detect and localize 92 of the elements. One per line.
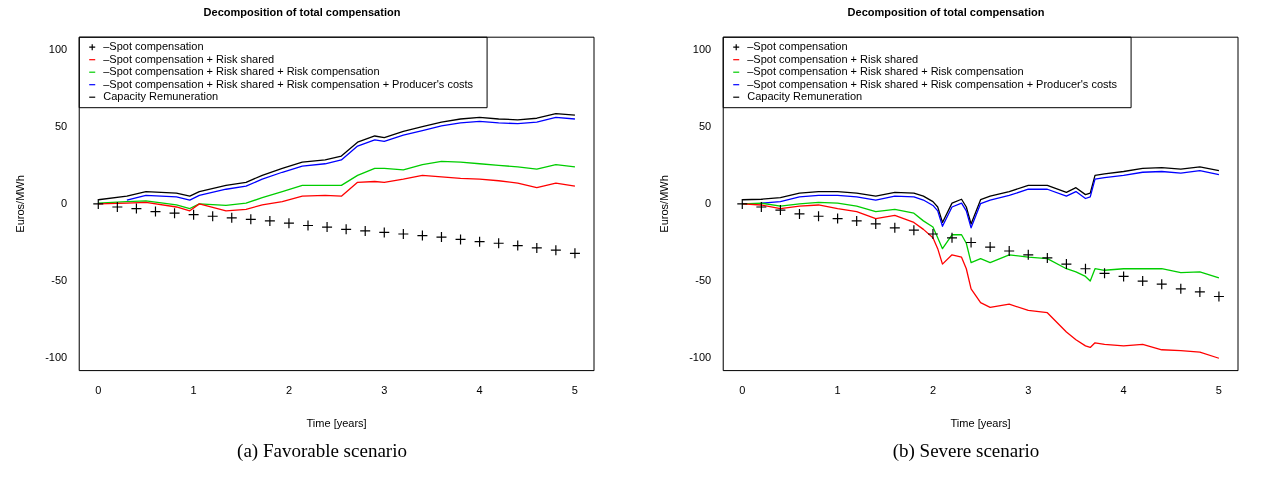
point — [454, 233, 467, 245]
chart-title: Decomposition of total compensation — [847, 5, 1045, 18]
point — [226, 212, 238, 224]
point — [736, 198, 748, 210]
y-axis-title: Euros/MWh — [13, 175, 26, 233]
point — [984, 241, 996, 253]
point — [1194, 286, 1206, 298]
point — [1118, 270, 1130, 283]
point — [1003, 245, 1015, 257]
point — [1137, 275, 1149, 287]
x-tick-label: 1 — [834, 384, 841, 397]
point — [851, 215, 863, 227]
point — [1079, 263, 1092, 275]
legend-label: Capacity Remuneration — [103, 90, 219, 103]
point — [92, 198, 104, 210]
point — [397, 228, 409, 240]
x-tick-label: 0 — [95, 384, 102, 397]
point — [1060, 258, 1073, 270]
point — [531, 242, 543, 254]
y-tick-label: 50 — [698, 119, 712, 132]
x-tick-label: 3 — [1025, 384, 1032, 397]
point — [474, 236, 486, 248]
point — [1022, 249, 1034, 261]
point — [774, 204, 787, 216]
point — [1098, 267, 1111, 279]
x-tick-label: 3 — [381, 384, 388, 397]
y-tick-label: -100 — [689, 351, 712, 364]
point — [550, 244, 562, 256]
point — [416, 229, 429, 242]
x-tick-label: 4 — [476, 384, 483, 397]
point — [302, 219, 314, 232]
x-tick-label: 1 — [190, 384, 197, 397]
point — [908, 224, 920, 236]
point — [793, 208, 806, 220]
point — [1213, 290, 1225, 303]
point — [832, 212, 844, 225]
text: (a) Favorable scenario — [236, 440, 408, 462]
point — [812, 210, 825, 222]
point — [870, 218, 882, 230]
point — [207, 210, 219, 222]
x-tick-label: 2 — [285, 384, 293, 397]
point — [188, 209, 200, 221]
y-tick-label: -50 — [695, 274, 712, 287]
legend-label: –Spot compensation + Risk shared + Risk compensation — [747, 65, 1024, 78]
point — [359, 225, 371, 237]
y-axis-title: Euros/MWh — [657, 175, 670, 233]
legend-label: –Spot compensation + Risk shared — [103, 52, 275, 65]
y-tick-label: 100 — [48, 42, 68, 55]
x-tick-label: 5 — [1215, 384, 1222, 397]
text: (b) Severe scenario — [891, 440, 1041, 462]
x-tick-label: 5 — [571, 384, 578, 397]
legend-label: –Spot compensation + Risk shared + Risk compensation + Producer's costs — [747, 77, 1118, 90]
point — [512, 239, 524, 252]
x-tick-label: 4 — [1120, 384, 1127, 397]
point — [435, 231, 448, 243]
point — [1156, 278, 1168, 290]
y-tick-label: -50 — [51, 274, 68, 287]
point — [1041, 252, 1053, 264]
legend-label: –Spot compensation + Risk shared + Risk compensation + Producer's costs — [103, 77, 474, 90]
legend-label: –Spot compensation + Risk shared + Risk compensation — [103, 65, 380, 78]
point — [168, 207, 181, 219]
legend-label: –Spot compensation + Risk shared — [747, 52, 919, 65]
point — [1175, 283, 1187, 295]
point — [245, 213, 257, 225]
y-tick-label: 0 — [61, 196, 68, 209]
legend-label: Capacity Remuneration — [747, 90, 863, 103]
y-tick-label: 100 — [692, 42, 712, 55]
y-tick-label: 0 — [705, 196, 712, 209]
point — [283, 217, 295, 229]
x-axis-title: Time [years] — [306, 417, 367, 430]
point — [569, 247, 581, 259]
chart-title: Decomposition of total compensation — [203, 5, 401, 18]
x-tick-label: 0 — [739, 384, 746, 397]
legend-label: –Spot compensation — [747, 40, 848, 53]
x-tick-label: 2 — [929, 384, 937, 397]
point — [889, 222, 901, 234]
point — [493, 237, 505, 249]
x-axis-title: Time [years] — [950, 417, 1011, 430]
point — [946, 232, 958, 244]
point — [130, 202, 143, 215]
point — [927, 228, 939, 240]
y-tick-label: 50 — [54, 119, 68, 132]
point — [111, 201, 123, 213]
point — [149, 206, 162, 218]
point — [321, 221, 333, 233]
point — [965, 236, 977, 249]
legend-label: –Spot compensation — [103, 40, 204, 53]
point — [378, 226, 390, 239]
point — [755, 201, 767, 213]
y-tick-label: -100 — [45, 351, 68, 364]
point — [264, 215, 276, 227]
point — [340, 223, 352, 235]
